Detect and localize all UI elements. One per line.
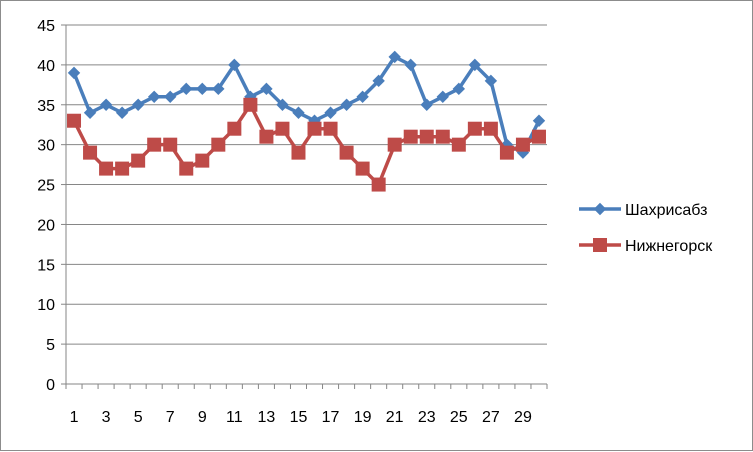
data-point <box>83 106 97 119</box>
data-point <box>436 90 449 104</box>
data-point <box>387 137 402 152</box>
x-tick-label: 1 <box>70 409 79 426</box>
y-tick-label: 25 <box>37 178 55 195</box>
gridlines <box>66 24 547 345</box>
data-point <box>196 82 209 96</box>
x-tick-label: 15 <box>290 409 308 426</box>
axes <box>65 25 547 385</box>
y-tick-label: 10 <box>37 297 55 314</box>
data-point <box>259 129 274 144</box>
data-point <box>323 121 338 136</box>
data-point <box>451 137 466 152</box>
x-tick-label: 25 <box>450 409 468 426</box>
data-point <box>260 82 273 96</box>
data-point <box>435 129 450 144</box>
y-tick-label: 15 <box>37 257 55 274</box>
x-tick-label: 21 <box>386 409 404 426</box>
x-tick-label: 9 <box>198 409 207 426</box>
data-point <box>355 161 370 176</box>
data-point <box>212 82 225 96</box>
data-point <box>227 121 242 136</box>
x-tick-label: 11 <box>226 409 243 426</box>
data-point <box>292 106 305 119</box>
y-tick-label: 5 <box>46 337 55 354</box>
data-point <box>243 97 258 112</box>
data-point <box>195 153 210 168</box>
data-point <box>291 145 306 160</box>
data-point <box>99 161 114 176</box>
data-point <box>180 82 193 96</box>
data-point <box>211 137 226 152</box>
x-tick-label: 23 <box>418 409 436 426</box>
y-tick-label: 45 <box>37 18 55 35</box>
data-point <box>67 113 82 128</box>
data-point <box>484 74 498 88</box>
series-group <box>67 50 546 192</box>
legend-marker <box>593 238 607 252</box>
data-point <box>147 137 162 152</box>
data-point <box>419 129 434 144</box>
data-point <box>356 90 369 104</box>
series-2 <box>67 97 546 192</box>
data-point <box>131 98 145 111</box>
data-point <box>339 145 354 160</box>
data-point <box>468 58 482 72</box>
data-point <box>83 145 98 160</box>
legend: Шахрисабз Нижнегорск <box>579 202 713 255</box>
data-point <box>115 106 129 119</box>
data-point <box>404 58 417 72</box>
data-point <box>163 137 178 152</box>
legend-label: Нижнегорск <box>625 238 713 255</box>
data-point <box>371 177 386 192</box>
x-tick-label: 17 <box>322 409 340 426</box>
data-point <box>403 129 418 144</box>
data-point <box>67 66 81 80</box>
y-tick-label: 0 <box>46 377 55 394</box>
data-point <box>147 90 161 104</box>
data-point <box>99 98 113 111</box>
y-tick-label: 20 <box>37 217 55 234</box>
data-point <box>483 121 498 136</box>
data-point <box>515 137 530 152</box>
data-point <box>531 129 546 144</box>
data-point <box>164 90 177 104</box>
data-point <box>340 98 353 111</box>
data-point <box>467 121 482 136</box>
data-point <box>499 145 514 160</box>
x-tick-label: 3 <box>102 409 111 426</box>
data-point <box>115 161 130 176</box>
data-point <box>452 82 466 96</box>
y-tick-label: 40 <box>37 58 55 75</box>
x-tick-label: 5 <box>134 409 143 426</box>
data-point <box>388 50 401 64</box>
data-point <box>372 74 385 88</box>
legend-label: Шахрисабз <box>625 202 707 219</box>
x-tick-label: 13 <box>258 409 276 426</box>
x-axis-ticks: 1 3 5 7 9 11 13 15 17 19 21 23 25 27 29 <box>65 384 548 426</box>
data-point <box>420 98 433 111</box>
x-tick-label: 19 <box>354 409 372 426</box>
data-point <box>532 114 546 127</box>
y-tick-label: 35 <box>37 98 55 115</box>
x-tick-label: 7 <box>166 409 175 426</box>
data-point <box>131 153 146 168</box>
data-point <box>276 98 289 111</box>
legend-entry-2: Нижнегорск <box>579 238 713 255</box>
x-tick-label: 27 <box>482 409 500 426</box>
data-point <box>275 121 290 136</box>
y-tick-label: 30 <box>37 138 55 155</box>
data-point <box>324 106 337 119</box>
legend-entry-1: Шахрисабз <box>579 202 707 219</box>
x-tick-label: 29 <box>514 409 532 426</box>
legend-marker <box>593 202 607 216</box>
data-point <box>179 161 194 176</box>
y-axis-ticks: 0 5 10 15 20 25 30 35 40 45 <box>37 18 66 394</box>
data-point <box>228 58 241 72</box>
data-point <box>307 121 322 136</box>
